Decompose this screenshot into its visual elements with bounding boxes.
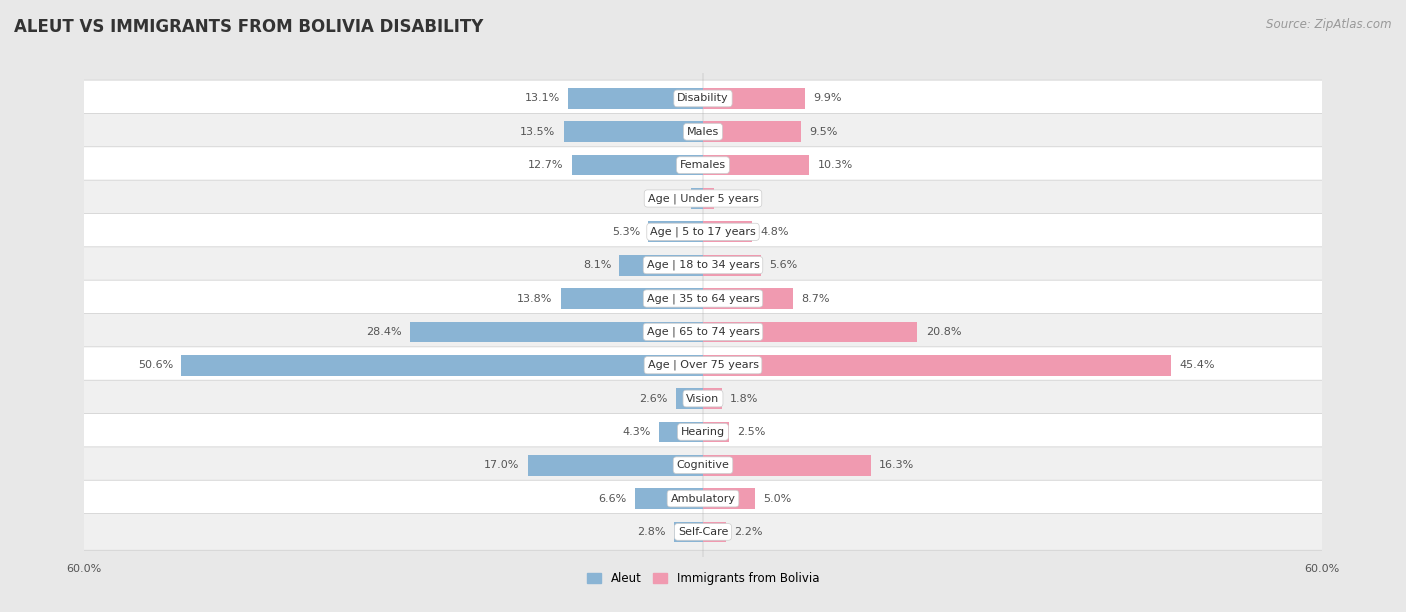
Bar bbox=[703, 188, 714, 209]
FancyBboxPatch shape bbox=[0, 214, 1406, 250]
Text: 1.8%: 1.8% bbox=[730, 394, 758, 403]
FancyBboxPatch shape bbox=[0, 80, 1406, 117]
Bar bbox=[568, 88, 703, 109]
Text: Age | 65 to 74 years: Age | 65 to 74 years bbox=[647, 327, 759, 337]
FancyBboxPatch shape bbox=[0, 480, 1406, 517]
FancyBboxPatch shape bbox=[0, 113, 1406, 150]
Bar bbox=[564, 121, 703, 142]
Bar bbox=[181, 355, 703, 376]
Text: 10.3%: 10.3% bbox=[817, 160, 852, 170]
Text: 13.5%: 13.5% bbox=[520, 127, 555, 137]
Bar bbox=[703, 155, 810, 176]
Bar bbox=[703, 255, 761, 275]
Text: Ambulatory: Ambulatory bbox=[671, 493, 735, 504]
Text: 2.5%: 2.5% bbox=[737, 427, 765, 437]
Bar bbox=[703, 121, 801, 142]
Bar bbox=[572, 155, 703, 176]
Bar bbox=[703, 521, 725, 542]
Text: 45.4%: 45.4% bbox=[1180, 360, 1215, 370]
Bar bbox=[703, 355, 1171, 376]
Text: 50.6%: 50.6% bbox=[138, 360, 173, 370]
Text: 2.2%: 2.2% bbox=[734, 527, 762, 537]
Text: 20.8%: 20.8% bbox=[925, 327, 962, 337]
FancyBboxPatch shape bbox=[0, 147, 1406, 184]
Bar bbox=[620, 255, 703, 275]
Text: 17.0%: 17.0% bbox=[484, 460, 519, 470]
FancyBboxPatch shape bbox=[0, 447, 1406, 483]
Bar bbox=[411, 321, 703, 342]
Bar bbox=[703, 321, 918, 342]
Text: Age | Under 5 years: Age | Under 5 years bbox=[648, 193, 758, 204]
Bar bbox=[561, 288, 703, 309]
Text: Hearing: Hearing bbox=[681, 427, 725, 437]
Text: 13.1%: 13.1% bbox=[524, 94, 560, 103]
FancyBboxPatch shape bbox=[0, 513, 1406, 550]
Bar bbox=[636, 488, 703, 509]
Text: 8.7%: 8.7% bbox=[801, 294, 830, 304]
Text: Self-Care: Self-Care bbox=[678, 527, 728, 537]
Text: 1.1%: 1.1% bbox=[723, 193, 751, 203]
Bar bbox=[527, 455, 703, 476]
Text: Age | 5 to 17 years: Age | 5 to 17 years bbox=[650, 226, 756, 237]
Bar bbox=[690, 188, 703, 209]
Text: 4.8%: 4.8% bbox=[761, 227, 789, 237]
Text: 9.9%: 9.9% bbox=[813, 94, 842, 103]
Bar bbox=[703, 388, 721, 409]
Bar bbox=[703, 88, 806, 109]
Text: 2.8%: 2.8% bbox=[637, 527, 666, 537]
FancyBboxPatch shape bbox=[0, 280, 1406, 317]
FancyBboxPatch shape bbox=[0, 414, 1406, 450]
Bar bbox=[703, 455, 872, 476]
Text: 9.5%: 9.5% bbox=[810, 127, 838, 137]
Text: Age | 35 to 64 years: Age | 35 to 64 years bbox=[647, 293, 759, 304]
Text: 13.8%: 13.8% bbox=[517, 294, 553, 304]
Bar bbox=[703, 488, 755, 509]
Text: Age | 18 to 34 years: Age | 18 to 34 years bbox=[647, 260, 759, 271]
Text: Vision: Vision bbox=[686, 394, 720, 403]
Text: Disability: Disability bbox=[678, 94, 728, 103]
Text: 5.6%: 5.6% bbox=[769, 260, 797, 270]
Bar bbox=[703, 422, 728, 442]
Text: 5.3%: 5.3% bbox=[612, 227, 640, 237]
Text: 2.6%: 2.6% bbox=[640, 394, 668, 403]
Text: 28.4%: 28.4% bbox=[367, 327, 402, 337]
Legend: Aleut, Immigrants from Bolivia: Aleut, Immigrants from Bolivia bbox=[582, 567, 824, 590]
Bar bbox=[673, 521, 703, 542]
Text: 1.2%: 1.2% bbox=[654, 193, 682, 203]
FancyBboxPatch shape bbox=[0, 247, 1406, 283]
FancyBboxPatch shape bbox=[0, 180, 1406, 217]
Text: Females: Females bbox=[681, 160, 725, 170]
FancyBboxPatch shape bbox=[0, 347, 1406, 384]
Text: Males: Males bbox=[688, 127, 718, 137]
Text: Source: ZipAtlas.com: Source: ZipAtlas.com bbox=[1267, 18, 1392, 31]
FancyBboxPatch shape bbox=[0, 380, 1406, 417]
Bar bbox=[703, 222, 752, 242]
Bar bbox=[676, 388, 703, 409]
Text: 5.0%: 5.0% bbox=[763, 493, 792, 504]
FancyBboxPatch shape bbox=[0, 313, 1406, 350]
Text: ALEUT VS IMMIGRANTS FROM BOLIVIA DISABILITY: ALEUT VS IMMIGRANTS FROM BOLIVIA DISABIL… bbox=[14, 18, 484, 36]
Text: 8.1%: 8.1% bbox=[583, 260, 612, 270]
Text: 6.6%: 6.6% bbox=[599, 493, 627, 504]
Bar bbox=[648, 222, 703, 242]
Bar bbox=[703, 288, 793, 309]
Text: Cognitive: Cognitive bbox=[676, 460, 730, 470]
Bar bbox=[658, 422, 703, 442]
Text: 4.3%: 4.3% bbox=[621, 427, 651, 437]
Text: Age | Over 75 years: Age | Over 75 years bbox=[648, 360, 758, 370]
Text: 12.7%: 12.7% bbox=[529, 160, 564, 170]
Text: 16.3%: 16.3% bbox=[879, 460, 914, 470]
